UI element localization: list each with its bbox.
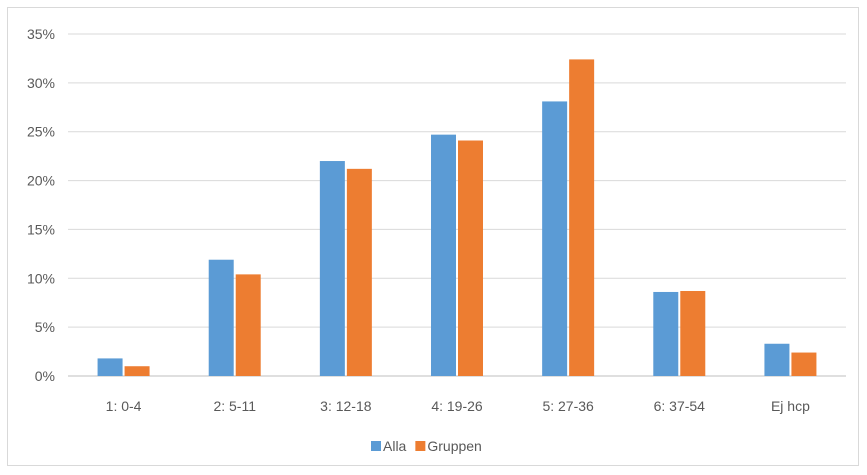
bar-gruppen-2: [346, 168, 372, 376]
x-axis-tick-labels: 1: 0-4 2: 5-11 3: 12-18 4: 19-26 5: 27-36 6: …: [106, 398, 810, 414]
bar-alla-2: [319, 161, 345, 376]
gridlines: [68, 33, 846, 377]
y-tick-label: 0%: [35, 368, 55, 384]
x-tick-label: 6: 37-54: [654, 398, 706, 414]
bar-gruppen-5: [680, 290, 706, 376]
y-tick-label: 25%: [27, 124, 55, 140]
legend-swatch-gruppen: [415, 441, 426, 451]
y-tick-label: 35%: [27, 26, 55, 42]
bar-gruppen-6: [791, 352, 817, 376]
bar-gruppen-4: [569, 59, 595, 377]
y-tick-label: 30%: [27, 75, 55, 91]
bar-gruppen-0: [124, 366, 150, 376]
x-tick-label: Ej hcp: [771, 398, 810, 414]
legend: Alla Gruppen: [371, 438, 482, 454]
legend-label-gruppen: Gruppen: [427, 438, 481, 454]
bar-alla-0: [97, 358, 123, 376]
x-tick-label: 3: 12-18: [320, 398, 372, 414]
x-tick-label: 4: 19-26: [431, 398, 483, 414]
y-tick-label: 20%: [27, 173, 55, 189]
x-tick-label: 1: 0-4: [106, 398, 142, 414]
bar-alla-4: [542, 101, 568, 377]
bars: [97, 59, 817, 377]
bar-gruppen-1: [235, 274, 261, 376]
x-tick-label: 5: 27-36: [542, 398, 594, 414]
bar-alla-6: [764, 343, 790, 376]
y-tick-label: 10%: [27, 270, 55, 286]
legend-label-alla: Alla: [383, 438, 407, 454]
bar-alla-5: [653, 291, 679, 376]
bar-gruppen-3: [458, 140, 483, 376]
y-tick-label: 5%: [35, 319, 55, 335]
x-tick-label: 2: 5-11: [213, 398, 256, 414]
y-tick-label: 15%: [27, 221, 55, 237]
y-axis-tick-labels: 0% 5% 10% 15% 20% 25% 30% 35%: [27, 26, 55, 384]
bar-alla-1: [208, 259, 234, 376]
legend-swatch-alla: [371, 441, 381, 451]
bar-alla-3: [431, 134, 456, 376]
